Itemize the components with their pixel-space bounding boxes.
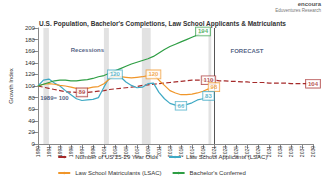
svg-text:40: 40 xyxy=(28,118,35,124)
svg-text:98: 98 xyxy=(211,84,218,90)
svg-text:2039: 2039 xyxy=(310,146,316,157)
svg-text:66: 66 xyxy=(178,103,185,109)
svg-text:2017: 2017 xyxy=(189,146,195,158)
svg-text:104: 104 xyxy=(308,81,319,87)
svg-text:1993: 1993 xyxy=(57,146,63,157)
svg-text:83: 83 xyxy=(205,93,212,99)
svg-text:Law School Applicants (LSAC): Law School Applicants (LSAC) xyxy=(186,154,267,160)
svg-text:200: 200 xyxy=(25,25,36,31)
svg-text:100: 100 xyxy=(25,83,36,89)
svg-text:Bachelor's Conferred: Bachelor's Conferred xyxy=(190,170,246,176)
svg-text:2005: 2005 xyxy=(122,146,129,158)
svg-text:2013: 2013 xyxy=(167,146,173,157)
svg-text:2007: 2007 xyxy=(133,146,140,158)
svg-text:160: 160 xyxy=(25,48,36,54)
svg-text:110: 110 xyxy=(204,77,214,83)
svg-text:0: 0 xyxy=(31,141,35,147)
svg-text:180: 180 xyxy=(25,37,36,43)
svg-text:120: 120 xyxy=(110,71,121,77)
svg-text:2023: 2023 xyxy=(222,146,228,158)
svg-text:1991: 1991 xyxy=(46,146,52,157)
svg-text:2029: 2029 xyxy=(255,146,261,158)
svg-text:2033: 2033 xyxy=(277,146,283,157)
svg-text:2031: 2031 xyxy=(266,146,272,158)
svg-text:2037: 2037 xyxy=(299,146,305,157)
svg-text:2021: 2021 xyxy=(211,146,217,158)
svg-text:1999: 1999 xyxy=(89,146,96,158)
svg-text:2001: 2001 xyxy=(100,146,107,158)
svg-text:1995: 1995 xyxy=(68,146,74,157)
svg-text:2035: 2035 xyxy=(288,146,294,157)
svg-text:U.S. Population, Bachelor's Co: U.S. Population, Bachelor's Completions,… xyxy=(39,20,286,28)
svg-text:60: 60 xyxy=(28,106,35,112)
svg-text:2009: 2009 xyxy=(144,146,151,158)
svg-text:194: 194 xyxy=(198,28,209,34)
svg-text:Eduventures Research: Eduventures Research xyxy=(275,8,321,13)
svg-text:1989: 1989 xyxy=(35,146,41,157)
svg-text:2011: 2011 xyxy=(155,146,162,157)
svg-text:Number of US 25-29 Year Olds: Number of US 25-29 Year Olds xyxy=(75,154,158,160)
svg-text:Growth Index: Growth Index xyxy=(8,68,14,104)
svg-text:encoura: encoura xyxy=(298,1,322,7)
svg-text:FORECAST: FORECAST xyxy=(230,48,263,54)
svg-text:2019: 2019 xyxy=(200,146,206,158)
svg-text:120: 120 xyxy=(25,71,36,77)
svg-text:80: 80 xyxy=(28,95,35,101)
svg-text:89: 89 xyxy=(79,89,86,95)
svg-text:2027: 2027 xyxy=(244,146,250,158)
svg-text:120: 120 xyxy=(148,71,159,77)
svg-text:2025: 2025 xyxy=(233,146,239,158)
svg-text:140: 140 xyxy=(25,60,36,66)
svg-text:Law School Matriculants (LSAC): Law School Matriculants (LSAC) xyxy=(75,170,161,176)
svg-text:1997: 1997 xyxy=(78,146,85,158)
svg-text:2015: 2015 xyxy=(178,146,184,157)
svg-text:20: 20 xyxy=(28,129,35,135)
svg-text:1989= 100: 1989= 100 xyxy=(40,95,69,101)
svg-text:2003: 2003 xyxy=(111,146,118,158)
svg-text:Recessions: Recessions xyxy=(71,47,105,53)
